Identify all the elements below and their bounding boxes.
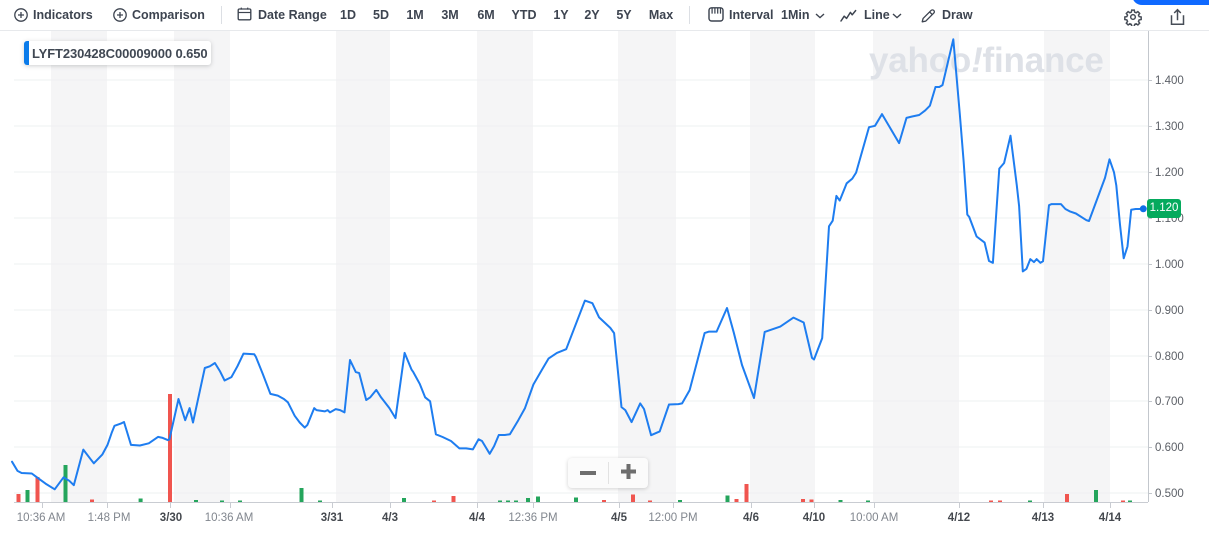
svg-text:1:48 PM: 1:48 PM	[88, 512, 131, 524]
svg-text:0.800: 0.800	[1155, 351, 1184, 363]
svg-text:3/31: 3/31	[321, 512, 344, 524]
svg-text:4/6: 4/6	[743, 512, 759, 524]
svg-text:4/12: 4/12	[948, 512, 970, 524]
svg-text:12:36 PM: 12:36 PM	[508, 512, 557, 524]
svg-text:12:00 PM: 12:00 PM	[648, 512, 697, 524]
svg-text:3/30: 3/30	[160, 512, 182, 524]
svg-text:1.200: 1.200	[1155, 167, 1184, 179]
svg-text:4/13: 4/13	[1032, 512, 1054, 524]
svg-text:10:36 AM: 10:36 AM	[17, 512, 66, 524]
svg-text:0.700: 0.700	[1155, 396, 1184, 408]
svg-text:1.300: 1.300	[1155, 121, 1184, 133]
svg-text:10:00 AM: 10:00 AM	[850, 512, 899, 524]
svg-text:1.400: 1.400	[1155, 75, 1184, 87]
svg-text:yahoo!finance: yahoo!finance	[869, 41, 1104, 80]
svg-text:0.600: 0.600	[1155, 442, 1184, 454]
svg-text:0.900: 0.900	[1155, 305, 1184, 317]
svg-text:4/4: 4/4	[469, 512, 486, 524]
svg-text:4/10: 4/10	[803, 512, 825, 524]
svg-text:4/5: 4/5	[611, 512, 628, 524]
svg-text:1.000: 1.000	[1155, 259, 1184, 271]
svg-text:0.500: 0.500	[1155, 488, 1184, 500]
svg-text:4/14: 4/14	[1099, 512, 1122, 524]
svg-text:10:36 AM: 10:36 AM	[205, 512, 254, 524]
svg-text:4/3: 4/3	[382, 512, 398, 524]
